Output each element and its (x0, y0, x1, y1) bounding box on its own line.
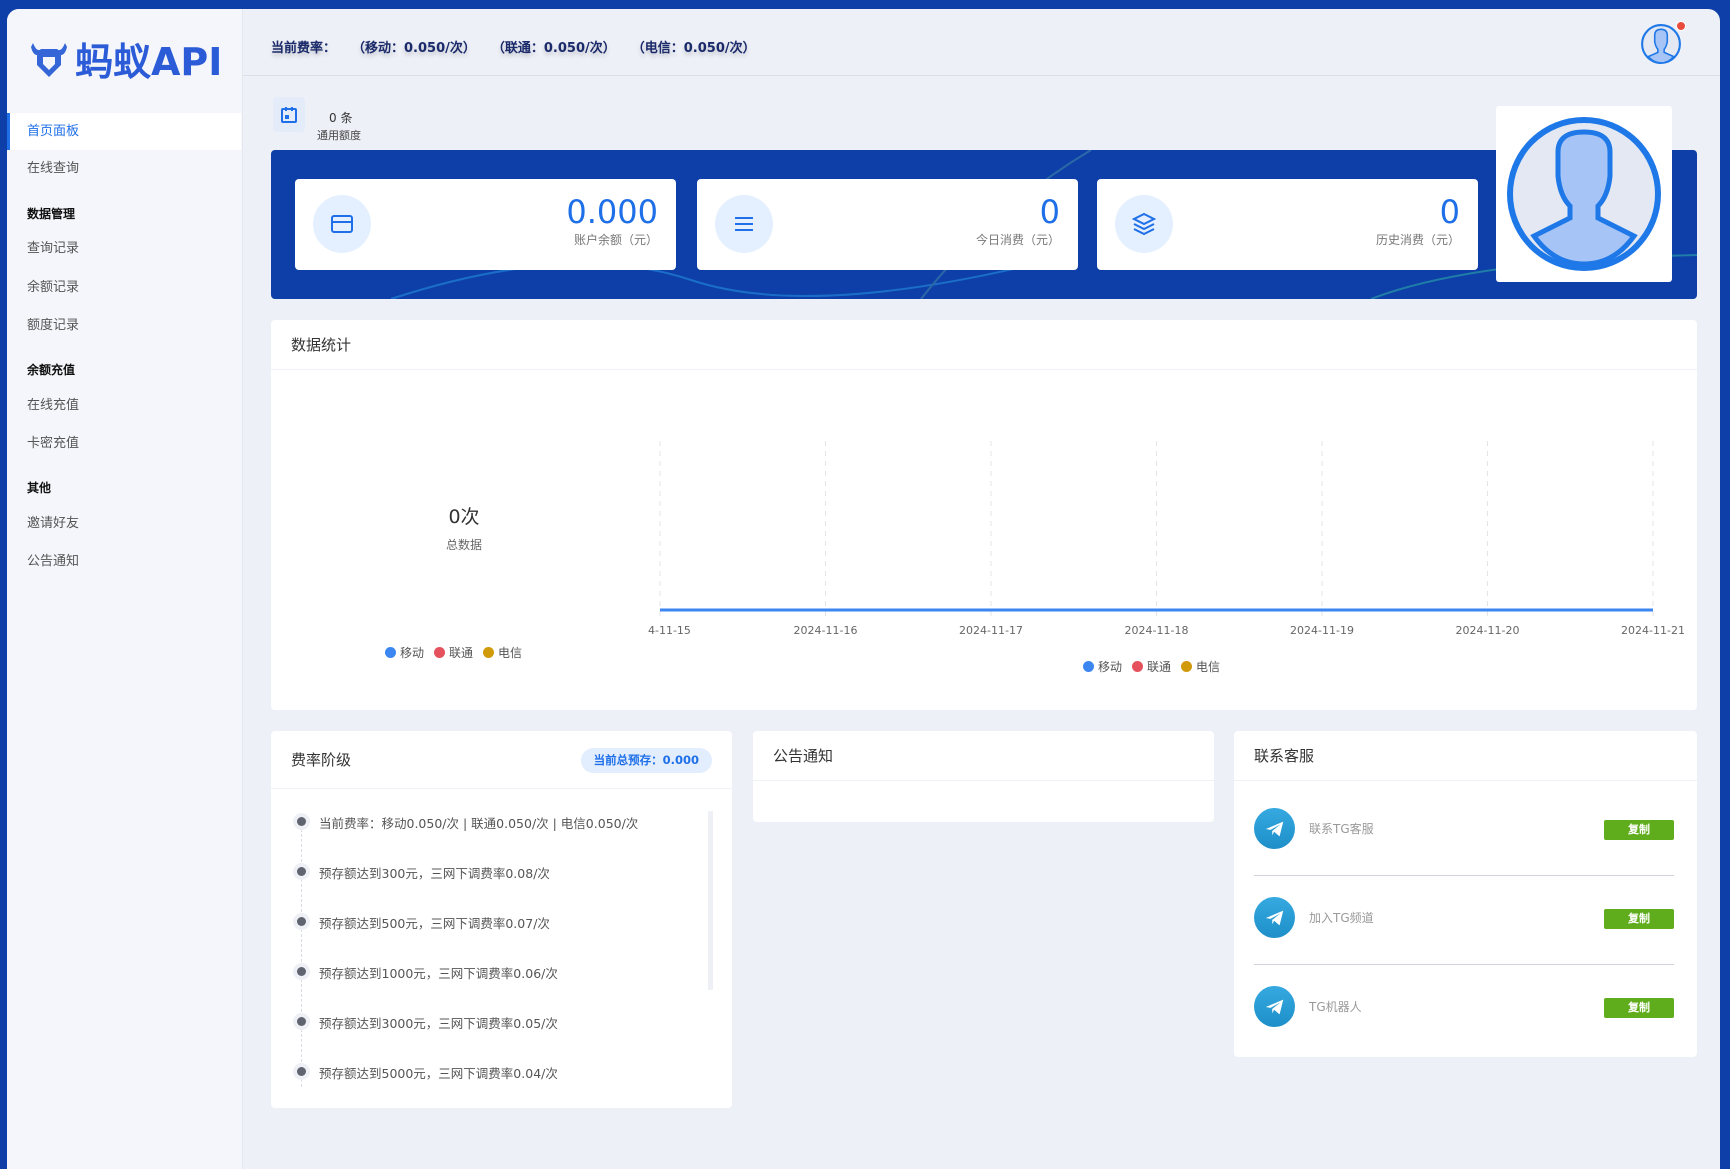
contact-item: TG机器人 复制 (1254, 986, 1674, 1046)
profile-avatar-icon (1507, 117, 1661, 271)
quota-value: 0 条 (329, 111, 353, 125)
profile-avatar-card (1496, 106, 1672, 282)
timeline-dot (297, 1067, 306, 1076)
left-legend: 移动 联通 电信 (385, 644, 522, 661)
chart-legend-unicom[interactable]: 联通 (1132, 658, 1171, 675)
notice-panel: 公告通知 (753, 731, 1214, 822)
contact-label: 加入TG频道 (1309, 911, 1374, 925)
calendar-icon (273, 97, 305, 132)
timeline-dot (297, 817, 306, 826)
sidebar-item[interactable]: 额度记录 (27, 318, 80, 333)
timeline-dot (297, 967, 306, 976)
rate-summary: 当前费率： （移动：0.050/次） （联通：0.050/次） （电信：0.05… (271, 37, 756, 56)
total-label: 总数据 (445, 538, 482, 552)
card-icon (313, 195, 371, 253)
telegram-icon (1254, 897, 1295, 938)
sidebar-item[interactable]: 在线查询 (27, 161, 80, 176)
contact-panel: 联系客服 联系TG客服 复制 加入TG频道 复制 TG机器人 复制 (1234, 731, 1697, 1057)
logo[interactable]: 蚂蚁API (27, 31, 222, 86)
contact-label: TG机器人 (1309, 1000, 1362, 1014)
rate-unicom: （联通：0.050/次） (491, 41, 616, 56)
data-stats-title: 数据统计 (271, 320, 1697, 370)
rate-tier-text: 预存额达到5000元，三网下调费率0.04/次 (319, 1066, 558, 1081)
sidebar-item[interactable]: 余额记录 (27, 280, 80, 295)
chart-legend-telecom[interactable]: 电信 (1181, 658, 1220, 675)
divider (1254, 875, 1674, 876)
user-avatar-icon (1641, 24, 1681, 64)
contact-title: 联系客服 (1234, 731, 1697, 781)
x-tick-label: 2024-11-17 (959, 624, 1023, 637)
telegram-icon (1254, 986, 1295, 1027)
user-avatar-button[interactable] (1640, 21, 1686, 65)
divider (1254, 964, 1674, 965)
telegram-icon (1254, 808, 1295, 849)
line-chart: 4-11-15 2024-11-16 2024-11-17 2024-11-18 202… (648, 441, 1685, 637)
stat-card: 0 历史消费（元） (1097, 179, 1478, 270)
timeline-line (301, 819, 302, 1087)
sidebar-item[interactable]: 在线充值 (27, 398, 80, 413)
stat-card: 0 今日消费（元） (697, 179, 1078, 270)
sidebar-item[interactable]: 公告通知 (27, 554, 80, 569)
rate-mobile: （移动：0.050/次） (352, 41, 476, 56)
rate-label: 当前费率： (271, 41, 337, 56)
rate-telecom: （电信：0.050/次） (631, 41, 756, 56)
total-count: 0次 (448, 506, 480, 528)
x-tick-label: 2024-11-19 (1290, 624, 1354, 637)
total-deposit-badge: 当前总预存：0.000 (580, 748, 712, 773)
x-tick-label: 2024-11-21 (1621, 624, 1685, 637)
stat-card: 0.000 账户余额（元） (295, 179, 676, 270)
quota-label: 通用额度 (317, 129, 361, 142)
ant-logo-icon (31, 42, 67, 77)
logo-text: 蚂蚁API (75, 40, 223, 84)
rate-tier-text: 当前费率：移动0.050/次 | 联通0.050/次 | 电信0.050/次 (319, 816, 639, 831)
timeline-dot (297, 1017, 306, 1026)
rate-tier-text: 预存额达到1000元，三网下调费率0.06/次 (319, 966, 558, 981)
stat-label: 历史消费（元） (1375, 233, 1460, 247)
copy-button[interactable]: 复制 (1604, 998, 1674, 1018)
data-stats-panel: 数据统计 0次 总数据 移动 联通 电信 4-11-15 2024-11-16 20… (271, 320, 1697, 710)
sidebar-item[interactable]: 卡密充值 (27, 436, 80, 451)
list-icon (715, 195, 773, 253)
stat-label: 账户余额（元） (573, 233, 658, 247)
tier-scrollbar[interactable] (708, 811, 713, 990)
rate-tier-text: 预存额达到3000元，三网下调费率0.05/次 (319, 1016, 558, 1031)
sidebar: 蚂蚁API 首页面板在线查询数据管理查询记录余额记录额度记录余额充值在线充值卡密… (7, 9, 243, 1169)
rate-tier-panel: 费率阶级 当前总预存：0.000 当前费率：移动0.050/次 | 联通0.05… (271, 731, 732, 1108)
stat-value: 0 (1039, 193, 1060, 231)
x-tick-label: 2024-11-18 (1125, 624, 1189, 637)
sidebar-item[interactable]: 邀请好友 (27, 516, 80, 531)
stat-value: 0 (1439, 193, 1460, 231)
copy-button[interactable]: 复制 (1604, 820, 1674, 840)
x-tick-label: 2024-11-20 (1456, 624, 1520, 637)
sidebar-item[interactable]: 查询记录 (27, 241, 80, 256)
rate-tier-text: 预存额达到300元，三网下调费率0.08/次 (319, 866, 550, 881)
legend-unicom[interactable]: 联通 (434, 644, 473, 661)
legend-mobile[interactable]: 移动 (385, 644, 424, 661)
app-frame: 蚂蚁API 首页面板在线查询数据管理查询记录余额记录额度记录余额充值在线充值卡密… (7, 9, 1720, 1169)
x-tick-label: 2024-11-16 (794, 624, 858, 637)
sidebar-group-label: 余额充值 (27, 363, 76, 377)
stat-value: 0.000 (566, 193, 658, 231)
chart-legend: 移动 联通 电信 (1083, 658, 1220, 675)
timeline-dot (297, 917, 306, 926)
chart-legend-mobile[interactable]: 移动 (1083, 658, 1122, 675)
contact-item: 联系TG客服 复制 (1254, 808, 1674, 876)
top-header: 当前费率： （移动：0.050/次） （联通：0.050/次） （电信：0.05… (243, 9, 1720, 76)
x-tick-label: 4-11-15 (648, 624, 691, 637)
sidebar-item[interactable]: 首页面板 (7, 113, 241, 150)
legend-telecom[interactable]: 电信 (483, 644, 522, 661)
contact-item: 加入TG频道 复制 (1254, 897, 1674, 965)
copy-button[interactable]: 复制 (1604, 909, 1674, 929)
timeline-dot (297, 867, 306, 876)
stat-label: 今日消费（元） (975, 233, 1060, 247)
sidebar-group-label: 其他 (27, 481, 52, 495)
notice-title: 公告通知 (753, 731, 1214, 781)
rate-tier-text: 预存额达到500元，三网下调费率0.07/次 (319, 916, 550, 931)
rate-tier-title: 费率阶级 (271, 731, 732, 789)
sidebar-group-label: 数据管理 (27, 207, 76, 221)
contact-label: 联系TG客服 (1309, 822, 1374, 836)
layers-icon (1115, 195, 1173, 253)
notification-dot (1676, 21, 1686, 31)
